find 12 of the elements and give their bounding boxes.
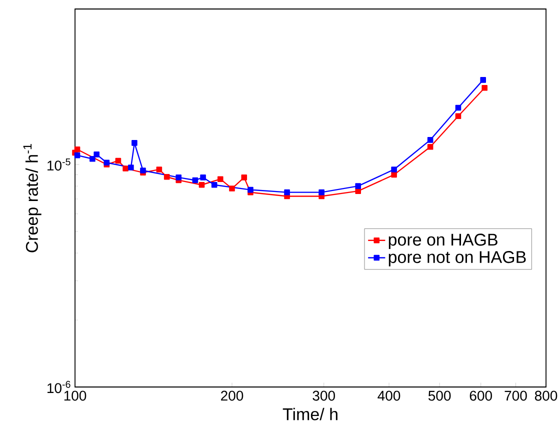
x-tick-label: 800 [534, 390, 558, 401]
x-tick-label: 600 [470, 390, 492, 401]
legend-label: pore on HAGB [388, 234, 498, 250]
x-tick-label: 200 [221, 390, 244, 401]
x-tick-label: 300 [312, 390, 335, 401]
y-tick-label: 10$^{-5}$ [48, 158, 70, 171]
x-axis-title: Time/ h [282, 408, 338, 420]
x-tick-label: 400 [378, 390, 400, 401]
x-tick-label: 700 [504, 390, 527, 401]
legend-label: pore not on HAGB [388, 251, 526, 266]
x-tick-label: 500 [428, 390, 451, 401]
y-axis-title: Creep rate/ h$^{-1}$ [23, 144, 42, 252]
